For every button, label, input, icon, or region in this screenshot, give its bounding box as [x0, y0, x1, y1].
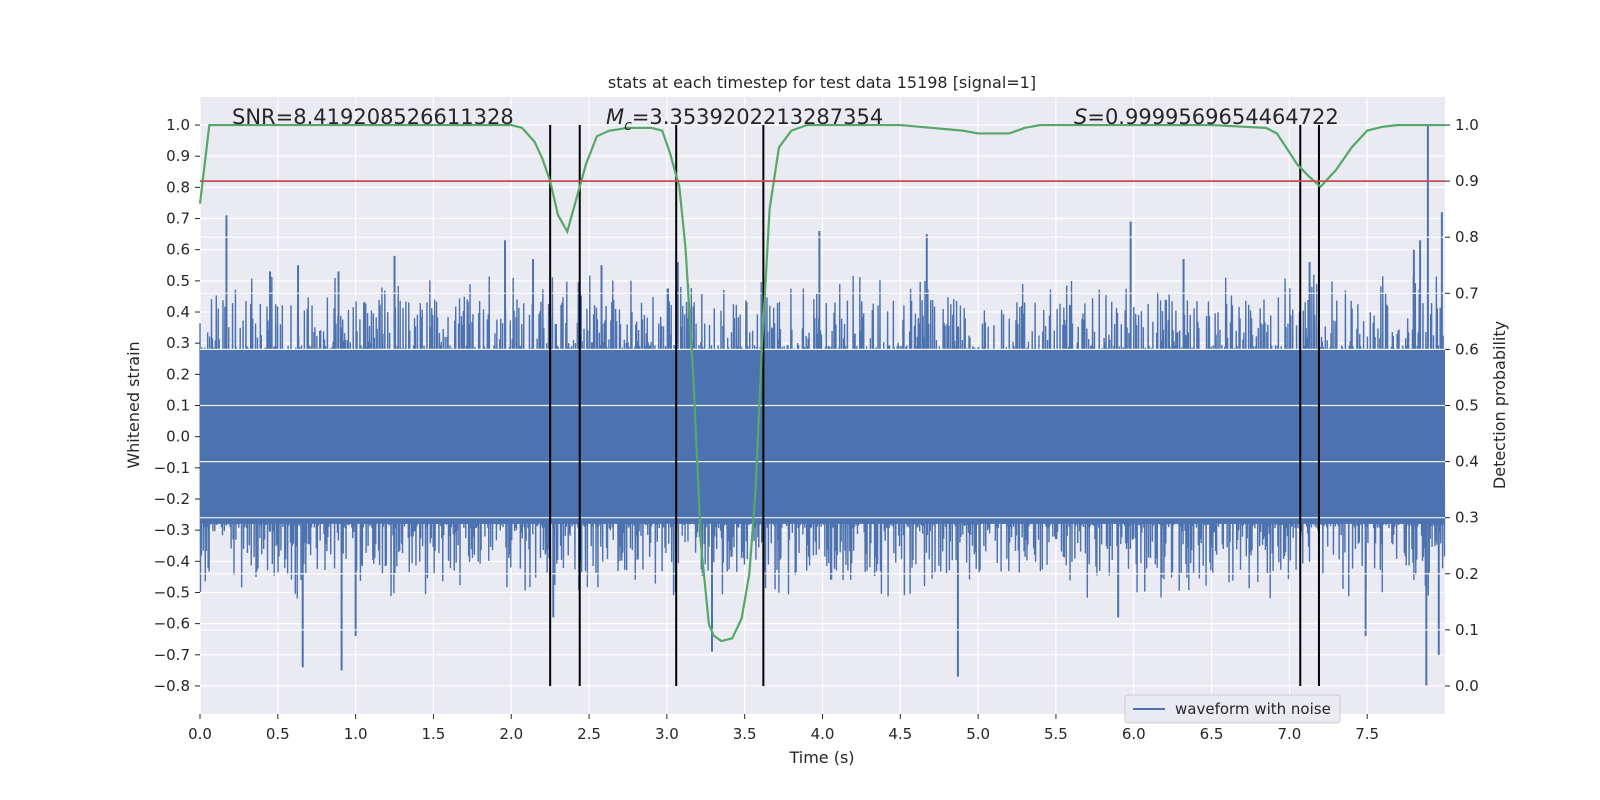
detection-statistic-annotation: S=0.9999569654464722: [1074, 105, 1339, 129]
x-tick-label: 2.0: [499, 725, 523, 743]
y-tick-label: 0.6: [166, 241, 190, 259]
y-tick-label: −0.2: [154, 490, 190, 508]
x-tick-label: 5.5: [1044, 725, 1068, 743]
right-y-tick-label: 0.3: [1455, 509, 1479, 527]
event-markers: [549, 125, 1320, 686]
x-tick-label: 3.5: [733, 725, 757, 743]
y-tick-label: 0.0: [166, 428, 190, 446]
y-tick-label: −0.7: [154, 646, 190, 664]
y-tick-label: −0.1: [154, 459, 190, 477]
x-tick-label: 2.5: [577, 725, 601, 743]
x-tick-label: 4.0: [811, 725, 835, 743]
y-tick-label: 0.1: [166, 397, 190, 415]
y-tick-label: 0.5: [166, 272, 190, 290]
right-y-tick-label: 0.8: [1455, 228, 1479, 246]
y-tick-label: −0.3: [154, 521, 190, 539]
x-tick-label: 1.5: [422, 725, 446, 743]
y-tick-label: −0.5: [154, 583, 190, 601]
right-y-axis-label: Detection probability: [1490, 321, 1509, 489]
snr-annotation: SNR=8.419208526611328: [232, 105, 514, 129]
detection-statistic-symbol: S: [1074, 105, 1087, 129]
y-tick-label: −0.6: [154, 615, 190, 633]
right-y-tick-label: 0.4: [1455, 453, 1479, 471]
y-tick-label: −0.8: [154, 677, 190, 695]
y-tick-label: 1.0: [166, 116, 190, 134]
x-tick-label: 5.0: [966, 725, 990, 743]
line-series: [198, 123, 1445, 643]
chirp-mass-symbol: M: [606, 105, 624, 129]
right-y-tick-label: 0.7: [1455, 284, 1479, 302]
legend-label: waveform with noise: [1175, 700, 1331, 718]
x-tick-label: 7.0: [1277, 725, 1301, 743]
y-tick-label: 0.9: [166, 147, 190, 165]
x-tick-label: 4.5: [888, 725, 912, 743]
y-tick-label: 0.2: [166, 365, 190, 383]
detection-probability-line: [198, 123, 1445, 643]
axis-ticks: 0.0 0.5 1.0 1.5 2.0 2.5 3.0 3.5 4.0 4.5 5.0 5.5 6.0 6…: [154, 116, 1479, 743]
y-axis-label: Whitened strain: [124, 341, 143, 468]
chirp-mass-annotation: Mc=3.3539202213287354: [606, 105, 883, 134]
x-tick-label: 6.5: [1200, 725, 1224, 743]
right-y-tick-label: 0.5: [1455, 397, 1479, 415]
y-tick-label: 0.7: [166, 210, 190, 228]
legend-box: [1124, 694, 1341, 724]
right-y-tick-label: 1.0: [1455, 116, 1479, 134]
x-tick-label: 3.0: [655, 725, 679, 743]
x-axis-label: Time (s): [788, 748, 854, 767]
x-tick-label: 7.5: [1355, 725, 1379, 743]
plot-title: stats at each timestep for test data 151…: [608, 73, 1036, 92]
chirp-mass-subscript: c: [624, 118, 632, 134]
x-tick-label: 0.0: [188, 725, 212, 743]
right-y-tick-label: 0.9: [1455, 172, 1479, 190]
waveform-noise-layer: [199, 125, 1446, 686]
right-y-tick-label: 0.0: [1455, 677, 1479, 695]
right-y-tick-label: 0.1: [1455, 621, 1479, 639]
y-tick-label: 0.3: [166, 334, 190, 352]
right-y-tick-label: 0.2: [1455, 565, 1479, 583]
x-tick-label: 6.0: [1122, 725, 1146, 743]
x-tick-label: 0.5: [266, 725, 290, 743]
waveform-noise-core: [200, 349, 1445, 524]
y-tick-label: −0.4: [154, 552, 190, 570]
right-y-tick-label: 0.6: [1455, 340, 1479, 358]
y-tick-label: 0.4: [166, 303, 190, 321]
detection-statistic-value: =0.9999569654464722: [1087, 105, 1338, 129]
chirp-mass-value: =3.3539202213287354: [632, 105, 883, 129]
y-tick-label: 0.8: [166, 178, 190, 196]
x-tick-label: 1.0: [344, 725, 368, 743]
legend: waveform with noise: [1124, 694, 1341, 724]
